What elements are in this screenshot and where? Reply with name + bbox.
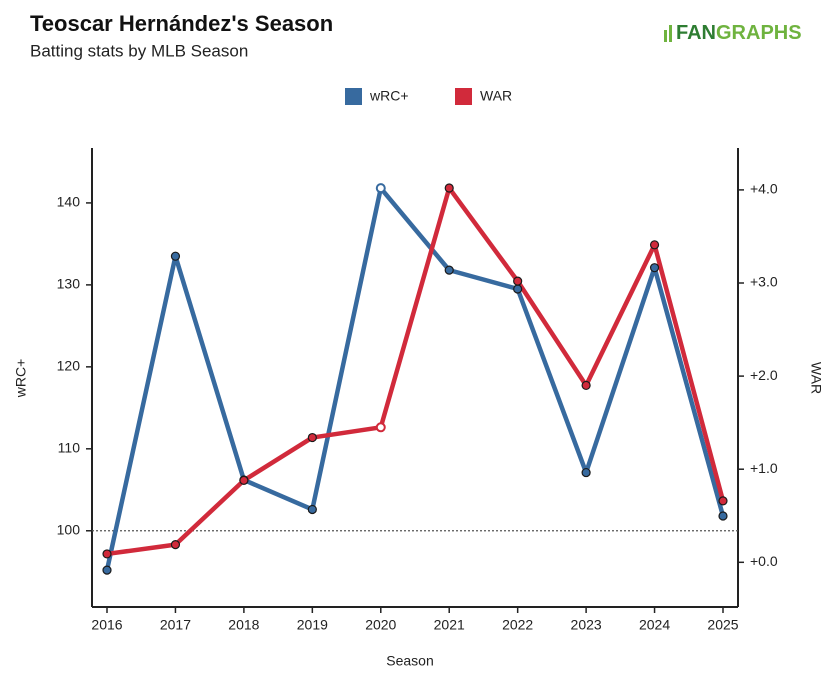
- y2-tick-label: +3.0: [750, 274, 778, 290]
- y-tick-label: 110: [58, 440, 81, 456]
- data-point: [718, 496, 728, 506]
- x-tick-label: 2019: [297, 617, 328, 633]
- data-point: [102, 565, 112, 575]
- y-tick-label: 140: [57, 194, 81, 210]
- chart-title: Teoscar Hernández's Season: [30, 11, 333, 36]
- data-point: [649, 263, 660, 273]
- x-tick-label: 2024: [639, 617, 670, 633]
- legend-label: wRC+: [369, 88, 409, 104]
- y-tick-label: 130: [57, 276, 81, 292]
- data-point: [102, 549, 112, 559]
- data-point: [581, 380, 591, 391]
- legend-label: WAR: [480, 88, 512, 104]
- data-point: [513, 276, 523, 286]
- logo-text: FANGRAPHS: [676, 22, 802, 44]
- data-point: [239, 475, 249, 485]
- logo-bar: [664, 30, 667, 42]
- x-tick-label: 2018: [228, 617, 259, 633]
- x-tick-label: 2022: [502, 617, 533, 633]
- logo-part: FAN: [676, 22, 716, 44]
- y-tick-label: 100: [57, 521, 81, 537]
- data-point: [375, 183, 386, 194]
- data-point: [649, 240, 660, 250]
- series-line: [104, 185, 726, 571]
- y2-tick-label: +1.0: [750, 460, 778, 476]
- x-tick-label: 2025: [707, 617, 738, 633]
- x-tick-label: 2020: [365, 617, 396, 633]
- legend-swatch: [455, 88, 472, 105]
- data-point: [581, 467, 591, 478]
- data-point: [513, 284, 523, 294]
- y-tick-label: 120: [57, 358, 81, 374]
- series-line: [106, 185, 726, 557]
- y-axis-label: wRC+: [13, 359, 29, 399]
- x-tick-label: 2023: [571, 617, 602, 633]
- data-point: [375, 422, 386, 433]
- y2-tick-label: +4.0: [750, 181, 778, 197]
- x-axis-label: Season: [386, 653, 433, 669]
- data-point: [170, 251, 181, 261]
- logo: FANGRAPHS: [664, 22, 802, 44]
- legend: wRC+ WAR: [345, 88, 512, 105]
- y2-tick-label: +2.0: [750, 367, 778, 383]
- logo-bar: [669, 25, 672, 42]
- x-tick-label: 2021: [434, 617, 465, 633]
- data-point: [307, 504, 317, 515]
- x-tick-label: 2016: [91, 617, 122, 633]
- x-tick-label: 2017: [160, 617, 191, 633]
- data-point: [444, 183, 454, 193]
- y2-tick-label: +0.0: [750, 553, 778, 569]
- chart-subtitle: Batting stats by MLB Season: [30, 41, 248, 60]
- data-point: [170, 540, 181, 550]
- y2-axis-label: WAR: [808, 362, 824, 394]
- data-point: [444, 265, 454, 275]
- legend-swatch: [345, 88, 362, 105]
- data-point: [718, 511, 728, 521]
- data-point: [307, 432, 317, 443]
- logo-part: GRAPHS: [716, 22, 802, 44]
